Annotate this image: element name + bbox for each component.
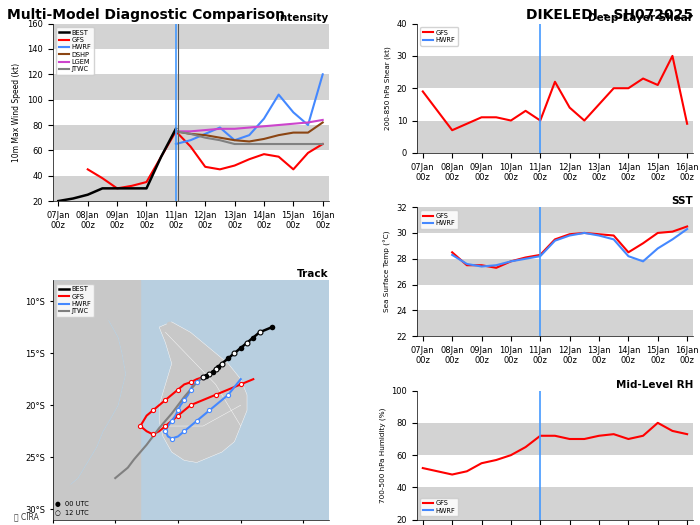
Text: Multi-Model Diagnostic Comparison: Multi-Model Diagnostic Comparison: [7, 8, 285, 22]
Polygon shape: [52, 280, 125, 499]
Bar: [417, 56, 693, 88]
Text: Track: Track: [297, 269, 328, 279]
Text: Intensity: Intensity: [276, 13, 328, 23]
Polygon shape: [159, 322, 247, 463]
Y-axis label: 200-850 hPa Shear (kt): 200-850 hPa Shear (kt): [384, 46, 391, 130]
Legend: BEST, GFS, HWRF, DSHP, LGEM, JTWC: BEST, GFS, HWRF, DSHP, LGEM, JTWC: [56, 27, 94, 75]
Bar: [417, 121, 693, 153]
Text: 🌀 CIRA: 🌀 CIRA: [14, 512, 39, 521]
Text: DIKELEDI - SH072025: DIKELEDI - SH072025: [526, 8, 693, 22]
Polygon shape: [52, 280, 125, 499]
Polygon shape: [52, 280, 140, 520]
Bar: [417, 487, 693, 520]
Bar: [52, 24, 328, 49]
Legend: GFS, HWRF: GFS, HWRF: [420, 27, 458, 46]
Bar: [52, 176, 328, 201]
Text: SST: SST: [671, 196, 693, 206]
Legend: BEST, GFS, HWRF, JTWC: BEST, GFS, HWRF, JTWC: [56, 284, 94, 317]
Bar: [417, 310, 693, 337]
Text: ●  00 UTC: ● 00 UTC: [55, 501, 89, 507]
Legend: GFS, HWRF: GFS, HWRF: [420, 211, 458, 229]
Bar: [417, 207, 693, 233]
Bar: [52, 125, 328, 150]
Bar: [52, 75, 328, 100]
Y-axis label: 700-500 hPa Humidity (%): 700-500 hPa Humidity (%): [379, 407, 386, 503]
Bar: [417, 259, 693, 285]
Text: ○  12 UTC: ○ 12 UTC: [55, 509, 89, 516]
Text: Mid-Level RH: Mid-Level RH: [615, 380, 693, 390]
Y-axis label: 10m Max Wind Speed (kt): 10m Max Wind Speed (kt): [13, 63, 21, 162]
Bar: [417, 423, 693, 455]
Y-axis label: Sea Surface Temp (°C): Sea Surface Temp (°C): [384, 231, 391, 312]
Legend: GFS, HWRF: GFS, HWRF: [420, 498, 458, 517]
Text: Deep-Layer Shear: Deep-Layer Shear: [588, 13, 693, 23]
Polygon shape: [52, 280, 125, 520]
